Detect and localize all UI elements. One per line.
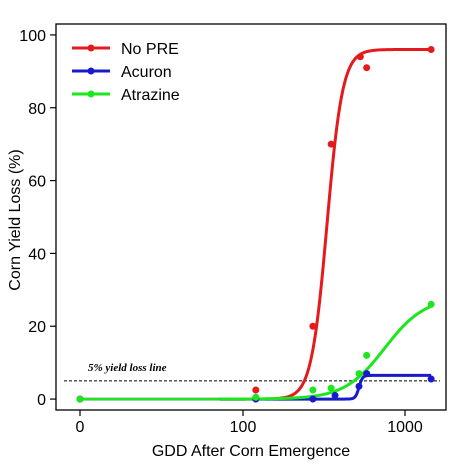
data-point-no-pre	[252, 386, 260, 394]
plot-frame	[55, 23, 447, 411]
x-tick-label: 0	[76, 419, 85, 436]
y-tick-label: 20	[28, 319, 46, 336]
reference-line-group: 5% yield loss line	[64, 362, 440, 382]
y-axis-title: Corn Yield Loss (%)	[7, 149, 24, 290]
data-points	[76, 45, 435, 403]
x-tick-label: 1000	[387, 419, 423, 436]
axes: 0 100 1000 0 20 40 60 80 100	[19, 28, 423, 436]
y-tick-label: 100	[19, 28, 46, 45]
x-tick-label: 100	[230, 419, 257, 436]
data-point-acuron	[427, 375, 435, 383]
legend-swatch-point	[87, 44, 95, 52]
data-point-no-pre	[427, 45, 435, 53]
y-tick-label: 40	[28, 246, 46, 263]
data-point-acuron	[363, 370, 371, 378]
legend-item-atrazine: Atrazine	[72, 87, 180, 104]
x-axis-title: GDD After Corn Emergence	[152, 443, 350, 460]
data-point-atrazine	[355, 370, 363, 378]
y-tick-label: 80	[28, 101, 46, 118]
data-point-no-pre	[356, 53, 364, 61]
legend-label-acuron: Acuron	[121, 64, 172, 81]
data-point-atrazine	[252, 393, 260, 401]
y-tick-label: 60	[28, 174, 46, 191]
data-point-atrazine	[76, 395, 84, 403]
data-point-acuron	[309, 395, 317, 403]
data-point-no-pre	[327, 140, 335, 148]
curve-no-pre	[219, 47, 432, 401]
reference-line-label: 5% yield loss line	[88, 362, 167, 374]
legend-swatch-point	[87, 90, 95, 98]
legend-label-atrazine: Atrazine	[121, 87, 180, 104]
y-tick-label: 0	[37, 392, 46, 409]
data-point-no-pre	[309, 322, 317, 330]
data-point-atrazine	[363, 351, 371, 359]
legend-item-acuron: Acuron	[72, 64, 172, 81]
legend-label-no-pre: No PRE	[121, 41, 179, 58]
data-point-atrazine	[427, 300, 435, 308]
legend-item-no-pre: No PRE	[72, 41, 179, 58]
legend: No PRE Acuron Atrazine	[72, 41, 180, 104]
curve-atrazine	[219, 304, 432, 401]
legend-swatch-point	[87, 67, 95, 75]
data-point-acuron	[331, 391, 339, 399]
data-point-no-pre	[363, 64, 371, 72]
data-point-atrazine	[309, 386, 317, 394]
data-point-atrazine	[327, 384, 335, 392]
data-point-acuron	[355, 382, 363, 390]
